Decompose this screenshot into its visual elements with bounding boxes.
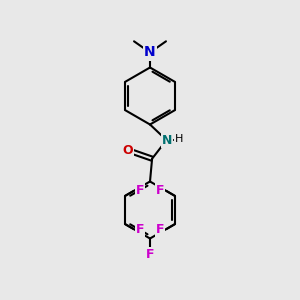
Text: N: N: [162, 134, 172, 147]
Text: F: F: [155, 223, 164, 236]
Text: F: F: [146, 248, 154, 261]
Text: O: O: [123, 143, 134, 157]
Text: F: F: [136, 223, 145, 236]
Text: H: H: [175, 134, 183, 145]
Text: N: N: [144, 46, 156, 59]
Text: F: F: [136, 184, 145, 197]
Text: F: F: [155, 184, 164, 197]
